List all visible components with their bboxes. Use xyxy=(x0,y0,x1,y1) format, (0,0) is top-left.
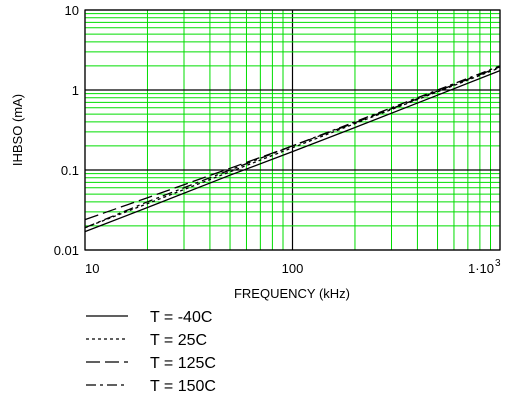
legend: T = -40C T = 25C T = 125C T = 150C xyxy=(86,309,216,395)
y-tick-label: 1 xyxy=(72,83,79,98)
series-line-2 xyxy=(84,67,501,229)
x-tick-label: 10 xyxy=(85,261,99,276)
tick-labels: 10 100 1·10 3 10 1 0.1 0.01 xyxy=(54,3,501,276)
y-tick-label: 0.1 xyxy=(61,163,79,178)
grid xyxy=(84,9,501,251)
series-line-1 xyxy=(84,69,501,233)
series-line-3 xyxy=(84,66,501,221)
y-tick-label: 10 xyxy=(65,3,79,18)
y-tick-label: 0.01 xyxy=(54,243,79,258)
x-axis-label: FREQUENCY (kHz) xyxy=(234,286,350,301)
x-tick-label: 1·10 xyxy=(468,261,494,276)
series-lines xyxy=(84,65,501,233)
legend-label: T = 150C xyxy=(150,378,216,395)
x-tick-label: 100 xyxy=(282,261,304,276)
legend-label: T = 25C xyxy=(150,332,207,349)
legend-label: T = -40C xyxy=(150,309,212,326)
plot-frame xyxy=(84,9,501,251)
y-axis-label: IHBSO (mA) xyxy=(10,94,25,166)
x-tick-exponent: 3 xyxy=(495,258,501,269)
legend-label: T = 125C xyxy=(150,355,216,372)
series-line-4 xyxy=(84,65,501,229)
